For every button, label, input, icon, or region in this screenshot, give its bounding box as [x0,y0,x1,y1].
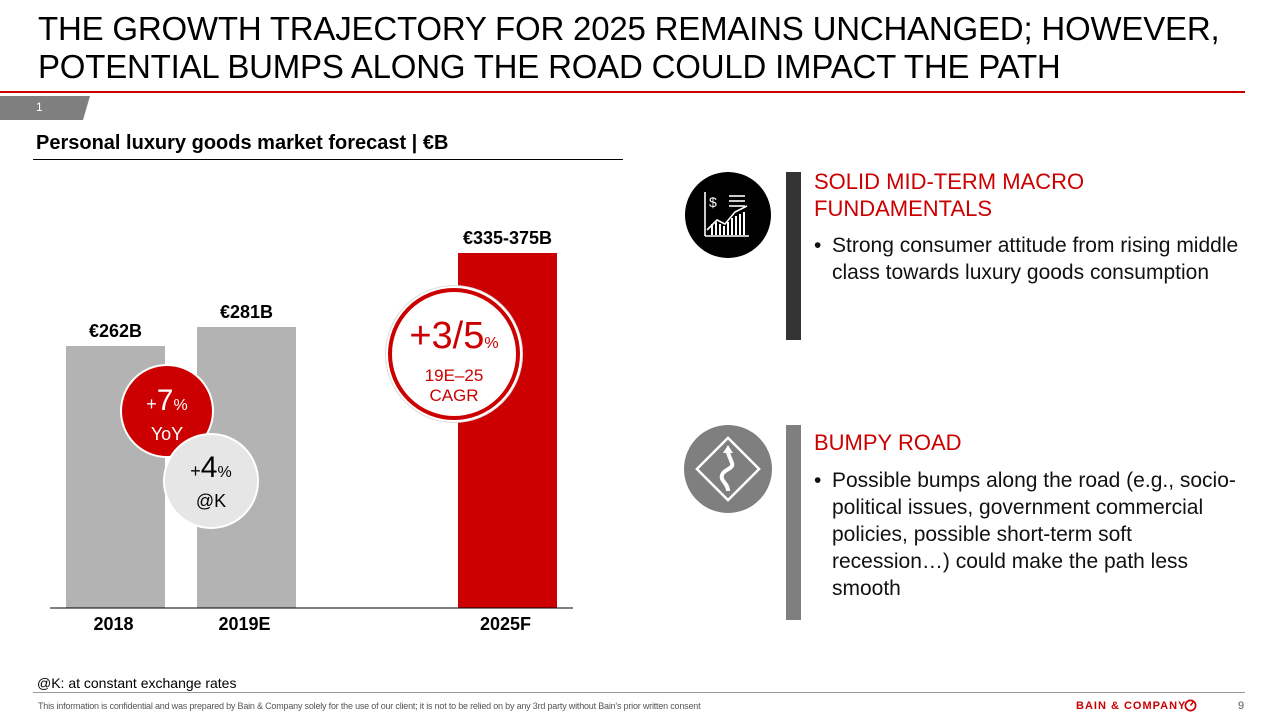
brand-logo-text: BAIN & COMPANY [1076,700,1187,712]
chart-title: Personal luxury goods market forecast | … [36,132,449,154]
confidentiality-note: This information is confidential and was… [38,701,701,711]
cagr-bubble: +3/5% 19E–25 CAGR [388,288,520,420]
title-rule [0,91,1245,93]
yoy-value: 7 [156,384,174,417]
yoy-unit: % [173,397,188,414]
chart-title-rule [33,159,623,160]
yoy-label: YoY [150,424,184,444]
page-tab-label: 1 [36,100,43,114]
brand-logo-icon [1184,699,1197,712]
cagr-value: +3/5 [409,315,485,357]
winding-road-sign-icon [684,425,772,513]
svg-text:$: $ [709,194,717,210]
section-accent-bar-1 [786,172,801,340]
page-tab: 1 [0,96,90,120]
k-value: 4 [200,451,218,484]
page-number: 9 [1238,700,1245,712]
cagr-label: CAGR [429,386,479,405]
page-tab-shape [0,96,90,120]
section-title-macro: SOLID MID-TERM MACRO FUNDAMENTALS [814,169,1085,221]
footnote: @K: at constant exchange rates [37,675,237,691]
k-plus: + [190,461,201,481]
section-title-bumpy-road: BUMPY ROAD [814,430,962,455]
category-label-2018: 2018 [93,614,133,634]
constant-fx-growth-bubble: +4% @K [163,433,259,529]
value-label-2019e: €281B [220,302,273,322]
bullet-text-bumpy-road: Possible bumps along the road (e.g., soc… [832,469,1236,600]
footer-rule [33,692,1245,693]
k-unit: % [217,464,232,481]
value-label-2025f: €335-375B [463,228,552,248]
section-bullet-macro: • Strong consumer attitude from rising mi… [814,232,1244,286]
page-title: THE GROWTH TRAJECTORY FOR 2025 REMAINS U… [38,10,1220,85]
section-accent-bar-2 [786,425,801,620]
cagr-period: 19E–25 [424,366,484,385]
category-label-2019e: 2019E [218,614,270,634]
value-label-2018: €262B [89,321,142,341]
cagr-unit: % [484,335,499,352]
yoy-plus: + [146,394,157,414]
k-label: @K [195,491,227,511]
chart-dollar-icon: $ [685,172,771,258]
section-bullet-bumpy-road: • Possible bumps along the road (e.g., so… [814,467,1244,602]
bar-chart: €262B 2018 €281B 2019E €335-375B 2025F [50,228,573,634]
category-label-2025f: 2025F [480,614,531,634]
bullet-text-macro: Strong consumer attitude from rising mid… [832,234,1239,284]
